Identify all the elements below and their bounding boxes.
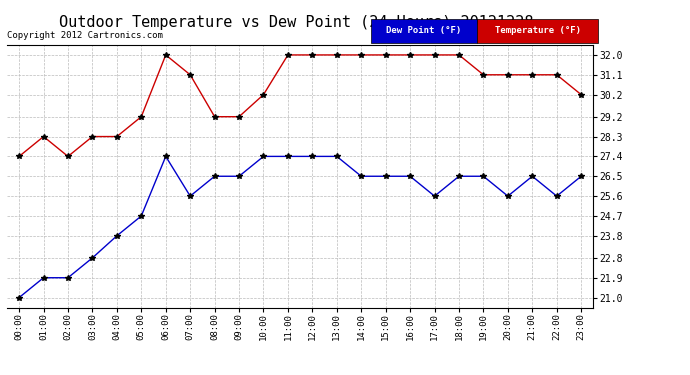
Text: Dew Point (°F): Dew Point (°F) [386, 27, 462, 36]
Text: Outdoor Temperature vs Dew Point (24 Hours) 20121228: Outdoor Temperature vs Dew Point (24 Hou… [59, 15, 534, 30]
Text: Copyright 2012 Cartronics.com: Copyright 2012 Cartronics.com [7, 31, 163, 40]
Text: Temperature (°F): Temperature (°F) [495, 27, 581, 36]
